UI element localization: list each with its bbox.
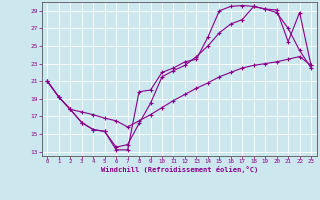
X-axis label: Windchill (Refroidissement éolien,°C): Windchill (Refroidissement éolien,°C) — [100, 166, 258, 173]
